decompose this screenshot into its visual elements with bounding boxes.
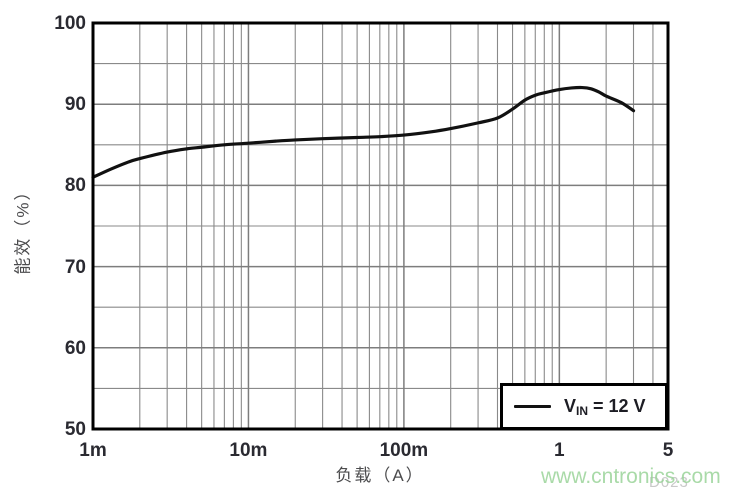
legend-line-sample xyxy=(514,404,551,409)
x-tick-label: 100m xyxy=(379,440,429,461)
y-tick-label: 80 xyxy=(64,175,86,197)
legend-label-rest: = 12 V xyxy=(588,395,646,416)
y-tick-label: 100 xyxy=(54,13,86,34)
y-tick-label: 50 xyxy=(64,419,86,440)
plot-border xyxy=(91,21,670,431)
watermark: www.cntronics.com xyxy=(541,465,721,488)
legend: VIN = 12 V xyxy=(500,383,668,430)
efficiency-curve xyxy=(91,85,636,179)
x-tick-label: 1 xyxy=(554,440,565,461)
y-tick-label: 70 xyxy=(64,256,86,278)
x-tick-label: 10m xyxy=(229,440,268,461)
y-tick-label: 90 xyxy=(64,94,86,116)
x-tick-label: 1m xyxy=(79,440,107,461)
legend-label-subscript: IN xyxy=(576,403,589,418)
x-axis-title: 负载（A） xyxy=(335,466,425,485)
y-tick-label: 60 xyxy=(64,337,86,359)
legend-label-base: V xyxy=(564,395,577,416)
x-tick-label: 5 xyxy=(662,440,674,461)
legend-label: VIN = 12 V xyxy=(564,396,646,418)
figure-code: D023 xyxy=(649,474,689,491)
